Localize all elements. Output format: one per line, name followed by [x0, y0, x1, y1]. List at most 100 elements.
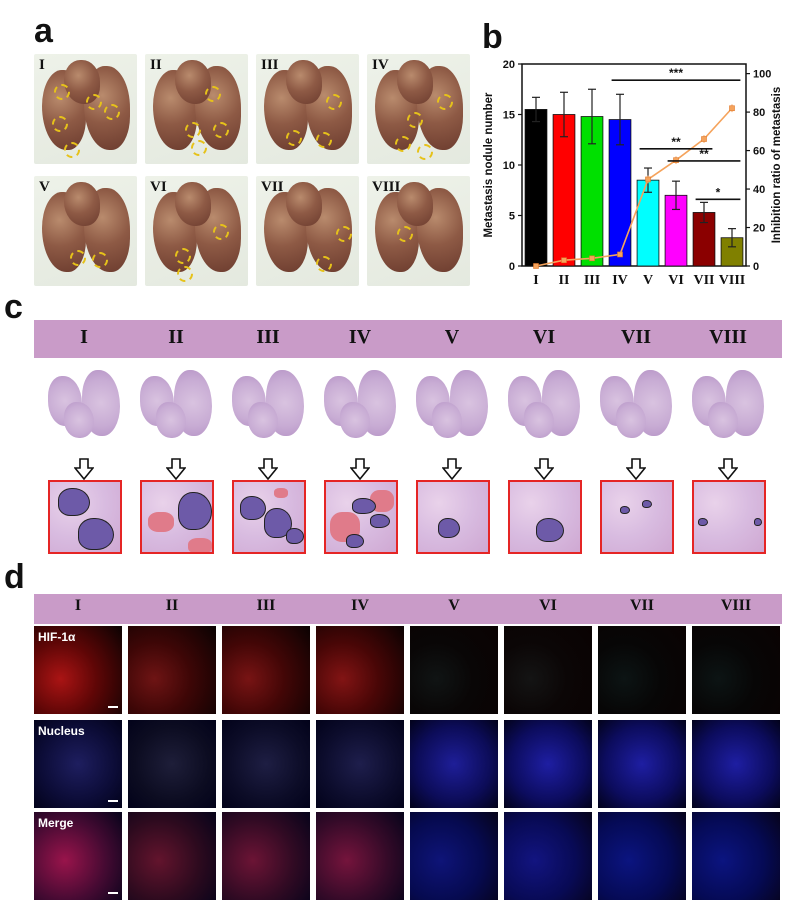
down-arrow-icon: [166, 458, 186, 480]
fluorescence-group-label: IV: [351, 597, 369, 614]
whole-lung-section: [226, 362, 308, 447]
y2-tick-label: 0: [753, 261, 759, 273]
down-arrow-icon: [718, 458, 738, 480]
tumor-nodule: [698, 518, 708, 526]
lung-lobe: [175, 182, 211, 226]
x-tick-label: V: [643, 273, 653, 288]
tissue-lobe: [708, 402, 738, 438]
magnified-section: [232, 480, 306, 554]
histology-group-label: VI: [532, 326, 556, 348]
channel-label: Nucleus: [38, 724, 85, 738]
magnified-section: [48, 480, 122, 554]
panel-letter-b: b: [482, 18, 503, 56]
fluorescence-image: [222, 812, 310, 900]
y2-tick-label: 80: [753, 107, 765, 119]
fluorescence-image: [222, 626, 310, 714]
histology-group-label: VIII: [709, 326, 747, 348]
fluorescence-image: [222, 720, 310, 808]
lung-lobe: [286, 60, 322, 104]
nodule-marker: [437, 94, 453, 110]
y2-axis-title: Inhibition ratio of metastasis: [771, 87, 783, 244]
lung-photo: VII: [256, 176, 359, 286]
lung-lobe: [397, 182, 433, 226]
blood-region: [188, 538, 212, 552]
fluorescence-image: [128, 720, 216, 808]
histology-header-band: [34, 320, 782, 358]
lung-lobe: [286, 182, 322, 226]
x-tick-label: IV: [612, 273, 628, 288]
magnified-section: [416, 480, 490, 554]
nodule-marker: [177, 266, 193, 282]
x-tick-label: VIII: [719, 273, 745, 288]
fluorescence-image: Merge: [34, 812, 122, 900]
fluorescence-image: [316, 626, 404, 714]
lung-photo: VIII: [367, 176, 470, 286]
down-arrow-icon: [442, 458, 462, 480]
fluorescence-image: Nucleus: [34, 720, 122, 808]
nodule-marker: [52, 116, 68, 132]
fluorescence-image: [316, 720, 404, 808]
significance-label: ***: [669, 66, 683, 80]
inhibition-line: [535, 107, 733, 267]
fluorescence-image: [410, 720, 498, 808]
tumor-nodule: [370, 514, 390, 528]
down-arrow-shape: [626, 458, 646, 480]
significance-label: *: [716, 185, 721, 199]
tissue-lobe: [248, 402, 278, 438]
tissue-lobe: [432, 402, 462, 438]
fluorescence-group-label: V: [448, 597, 460, 614]
blood-region: [148, 512, 174, 532]
line-point: [729, 105, 735, 112]
down-arrow-icon: [626, 458, 646, 480]
photo-group-label: II: [150, 57, 162, 73]
fluorescence-header-band: [34, 594, 782, 624]
nodule-marker: [70, 250, 86, 266]
photo-group-label: VI: [150, 179, 167, 195]
histology-group-label: II: [168, 326, 184, 348]
fluorescence-image: [316, 812, 404, 900]
photo-group-label: I: [39, 57, 45, 73]
line-point: [645, 176, 651, 183]
down-arrow-shape: [534, 458, 554, 480]
down-arrow-icon: [74, 458, 94, 480]
scale-bar: [108, 892, 118, 894]
down-arrow-shape: [74, 458, 94, 480]
whole-lung-section: [686, 362, 768, 447]
lung-lobe: [397, 60, 433, 104]
photo-group-label: IV: [372, 57, 389, 73]
nodule-marker: [417, 144, 433, 160]
fluorescence-image: [598, 626, 686, 714]
fluorescence-image: [598, 720, 686, 808]
nodule-marker: [326, 94, 342, 110]
histology-group-label: V: [444, 326, 460, 348]
photo-group-label: V: [39, 179, 50, 195]
magnified-section: [600, 480, 674, 554]
magnified-section: [140, 480, 214, 554]
nodule-marker: [175, 248, 191, 264]
tissue-lobe: [156, 402, 186, 438]
fluorescence-image: [692, 812, 780, 900]
y-axis-title: Metastasis nodule number: [483, 92, 495, 238]
nodule-marker: [286, 130, 302, 146]
fluorescence-image: [128, 812, 216, 900]
panel-letter-d: d: [4, 558, 25, 596]
magnified-section: [692, 480, 766, 554]
lung-photo: VI: [145, 176, 248, 286]
line-point: [617, 251, 623, 258]
fluorescence-image: [504, 720, 592, 808]
significance-label: **: [699, 147, 709, 161]
y-tick-label: 10: [503, 160, 515, 172]
fluorescence-group-label: III: [256, 597, 276, 614]
down-arrow-shape: [258, 458, 278, 480]
tissue-lobe: [340, 402, 370, 438]
nodule-marker: [395, 136, 411, 152]
nodule-marker: [213, 224, 229, 240]
tissue-lobe: [524, 402, 554, 438]
lung-lobe: [64, 182, 100, 226]
nodule-marker: [205, 86, 221, 102]
nodule-marker: [397, 226, 413, 242]
down-arrow-shape: [718, 458, 738, 480]
tissue-lobe: [64, 402, 94, 438]
nodule-marker: [336, 226, 352, 242]
